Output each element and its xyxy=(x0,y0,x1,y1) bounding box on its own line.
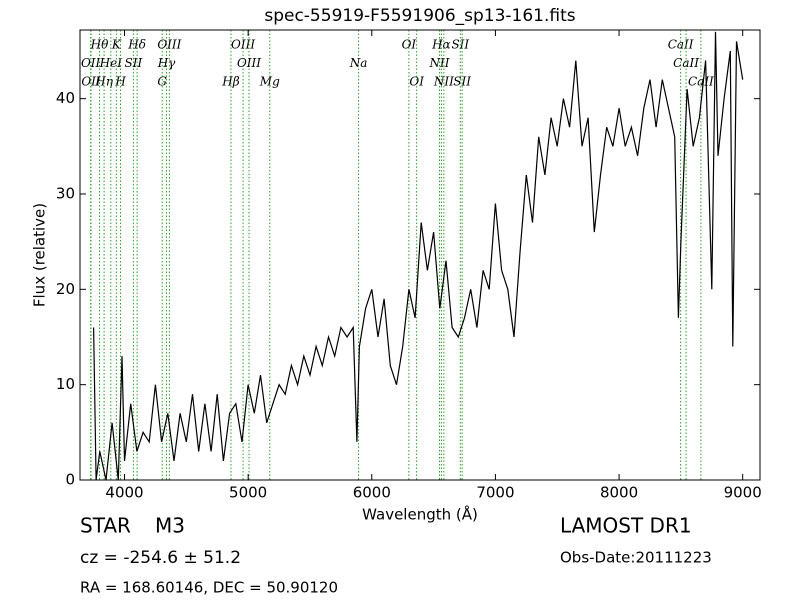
object-class: STAR xyxy=(80,514,131,538)
y-tick-label: 20 xyxy=(56,280,75,298)
feature-label: OIII xyxy=(157,38,181,52)
feature-label: CaII xyxy=(673,56,699,70)
x-tick-label: 9000 xyxy=(724,484,762,502)
feature-label: OI xyxy=(409,75,424,89)
y-tick-label: 0 xyxy=(65,471,75,489)
x-tick-label: 5000 xyxy=(229,484,267,502)
x-tick-label: 7000 xyxy=(476,484,514,502)
x-tick-label: 4000 xyxy=(105,484,143,502)
y-tick-label: 10 xyxy=(56,375,75,393)
feature-label: OI xyxy=(402,38,417,52)
feature-label: Hδ xyxy=(127,38,146,52)
feature-label: Hα xyxy=(431,38,451,52)
y-axis-label: Flux (relative) xyxy=(31,203,49,307)
feature-label: Hθ xyxy=(90,38,109,52)
spectrum-line xyxy=(93,31,744,481)
feature-label: OIII xyxy=(231,38,255,52)
feature-label: CaII xyxy=(688,75,714,89)
feature-label: Hβ xyxy=(221,75,239,89)
subclass: M3 xyxy=(155,514,185,538)
y-tick-label: 40 xyxy=(56,89,75,107)
chart-title: spec-55919-F5591906_sp13-161.fits xyxy=(264,6,575,26)
coords: RA = 168.60146, DEC = 50.90120 xyxy=(80,579,338,597)
x-tick-label: 6000 xyxy=(353,484,391,502)
feature-label: NII xyxy=(433,75,454,89)
feature-label: H xyxy=(114,75,126,89)
feature-label: SII xyxy=(451,38,469,52)
feature-label: Hη xyxy=(94,75,113,89)
obs-date: Obs-Date:20111223 xyxy=(560,549,712,567)
feature-label: NII xyxy=(429,56,450,70)
redshift: cz = -254.6 ± 51.2 xyxy=(80,548,241,568)
feature-label: G xyxy=(157,75,167,89)
feature-label: SII xyxy=(453,75,471,89)
feature-label: CaII xyxy=(668,38,694,52)
feature-label: Mg xyxy=(259,75,280,89)
feature-label: OII xyxy=(81,75,101,89)
x-tick-label: 8000 xyxy=(600,484,638,502)
feature-label: OIII xyxy=(237,56,261,70)
survey: LAMOST DR1 xyxy=(560,514,692,538)
feature-label: HeI xyxy=(99,56,123,70)
x-axis-label: Wavelength (Å) xyxy=(362,505,478,524)
feature-label: Hγ xyxy=(157,56,176,70)
y-tick-label: 30 xyxy=(56,184,75,202)
plot-frame xyxy=(79,29,761,481)
feature-label: Na xyxy=(349,56,368,70)
feature-label: K xyxy=(111,38,122,52)
feature-label: SII xyxy=(125,56,143,70)
